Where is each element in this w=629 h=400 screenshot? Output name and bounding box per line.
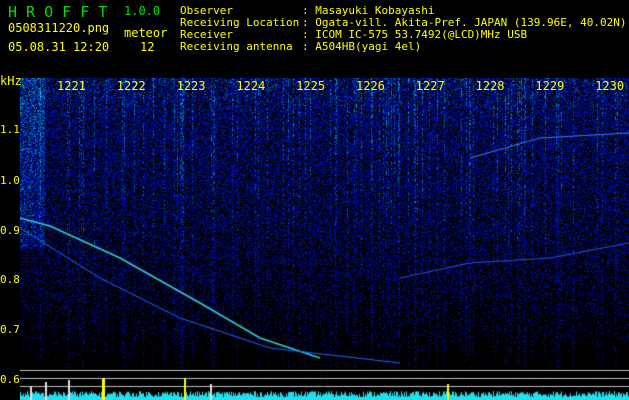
antenna-label: Receiving antenna (180, 40, 293, 53)
y-tick-label: 0.7 (0, 323, 20, 336)
datetime-label: 05.08.31 12:20 (8, 40, 110, 54)
spectrogram (20, 78, 629, 368)
y-tick-label: 1.1 (0, 123, 20, 136)
time-tick-label: 1227 (415, 79, 445, 93)
meteor-count: 12 (140, 40, 155, 54)
y-tick-label: 0.6 (0, 373, 20, 386)
time-tick-label: 1226 (356, 79, 385, 93)
y-unit-label: kHz (0, 74, 22, 88)
time-tick-label: 1225 (296, 79, 326, 93)
antenna-value: : A504HB(yagi 4el) (302, 40, 422, 53)
time-tick-label: 1228 (475, 79, 505, 93)
time-tick-label: 1229 (535, 79, 565, 93)
signal-level-strip (20, 368, 629, 400)
time-tick-label: 1221 (57, 79, 86, 93)
time-tick-label: 1224 (236, 79, 266, 93)
y-tick-label: 0.8 (0, 273, 20, 286)
filename-label: 0508311220.png (8, 21, 110, 35)
time-tick-label: 1223 (176, 79, 206, 93)
location-value: : Ogata-vill. Akita-Pref. JAPAN (139.96E… (302, 16, 627, 29)
y-tick-label: 0.9 (0, 224, 20, 237)
time-tick-label: 1222 (116, 79, 146, 93)
observer-label: Observer (180, 4, 233, 17)
receiver-value: : ICOM IC-575 53.7492(@LCD)MHz USB (302, 28, 528, 41)
version-label: 1.0.0 (124, 4, 161, 18)
receiver-label: Receiver (180, 28, 233, 41)
app-logo: H R O F F T (8, 3, 108, 21)
meteor-label: meteor (124, 26, 168, 40)
y-tick-label: 1.0 (0, 174, 20, 187)
time-tick-label: 1230 (595, 79, 625, 93)
location-label: Receiving Location (180, 16, 300, 29)
observer-value: : Masayuki Kobayashi (302, 4, 435, 17)
